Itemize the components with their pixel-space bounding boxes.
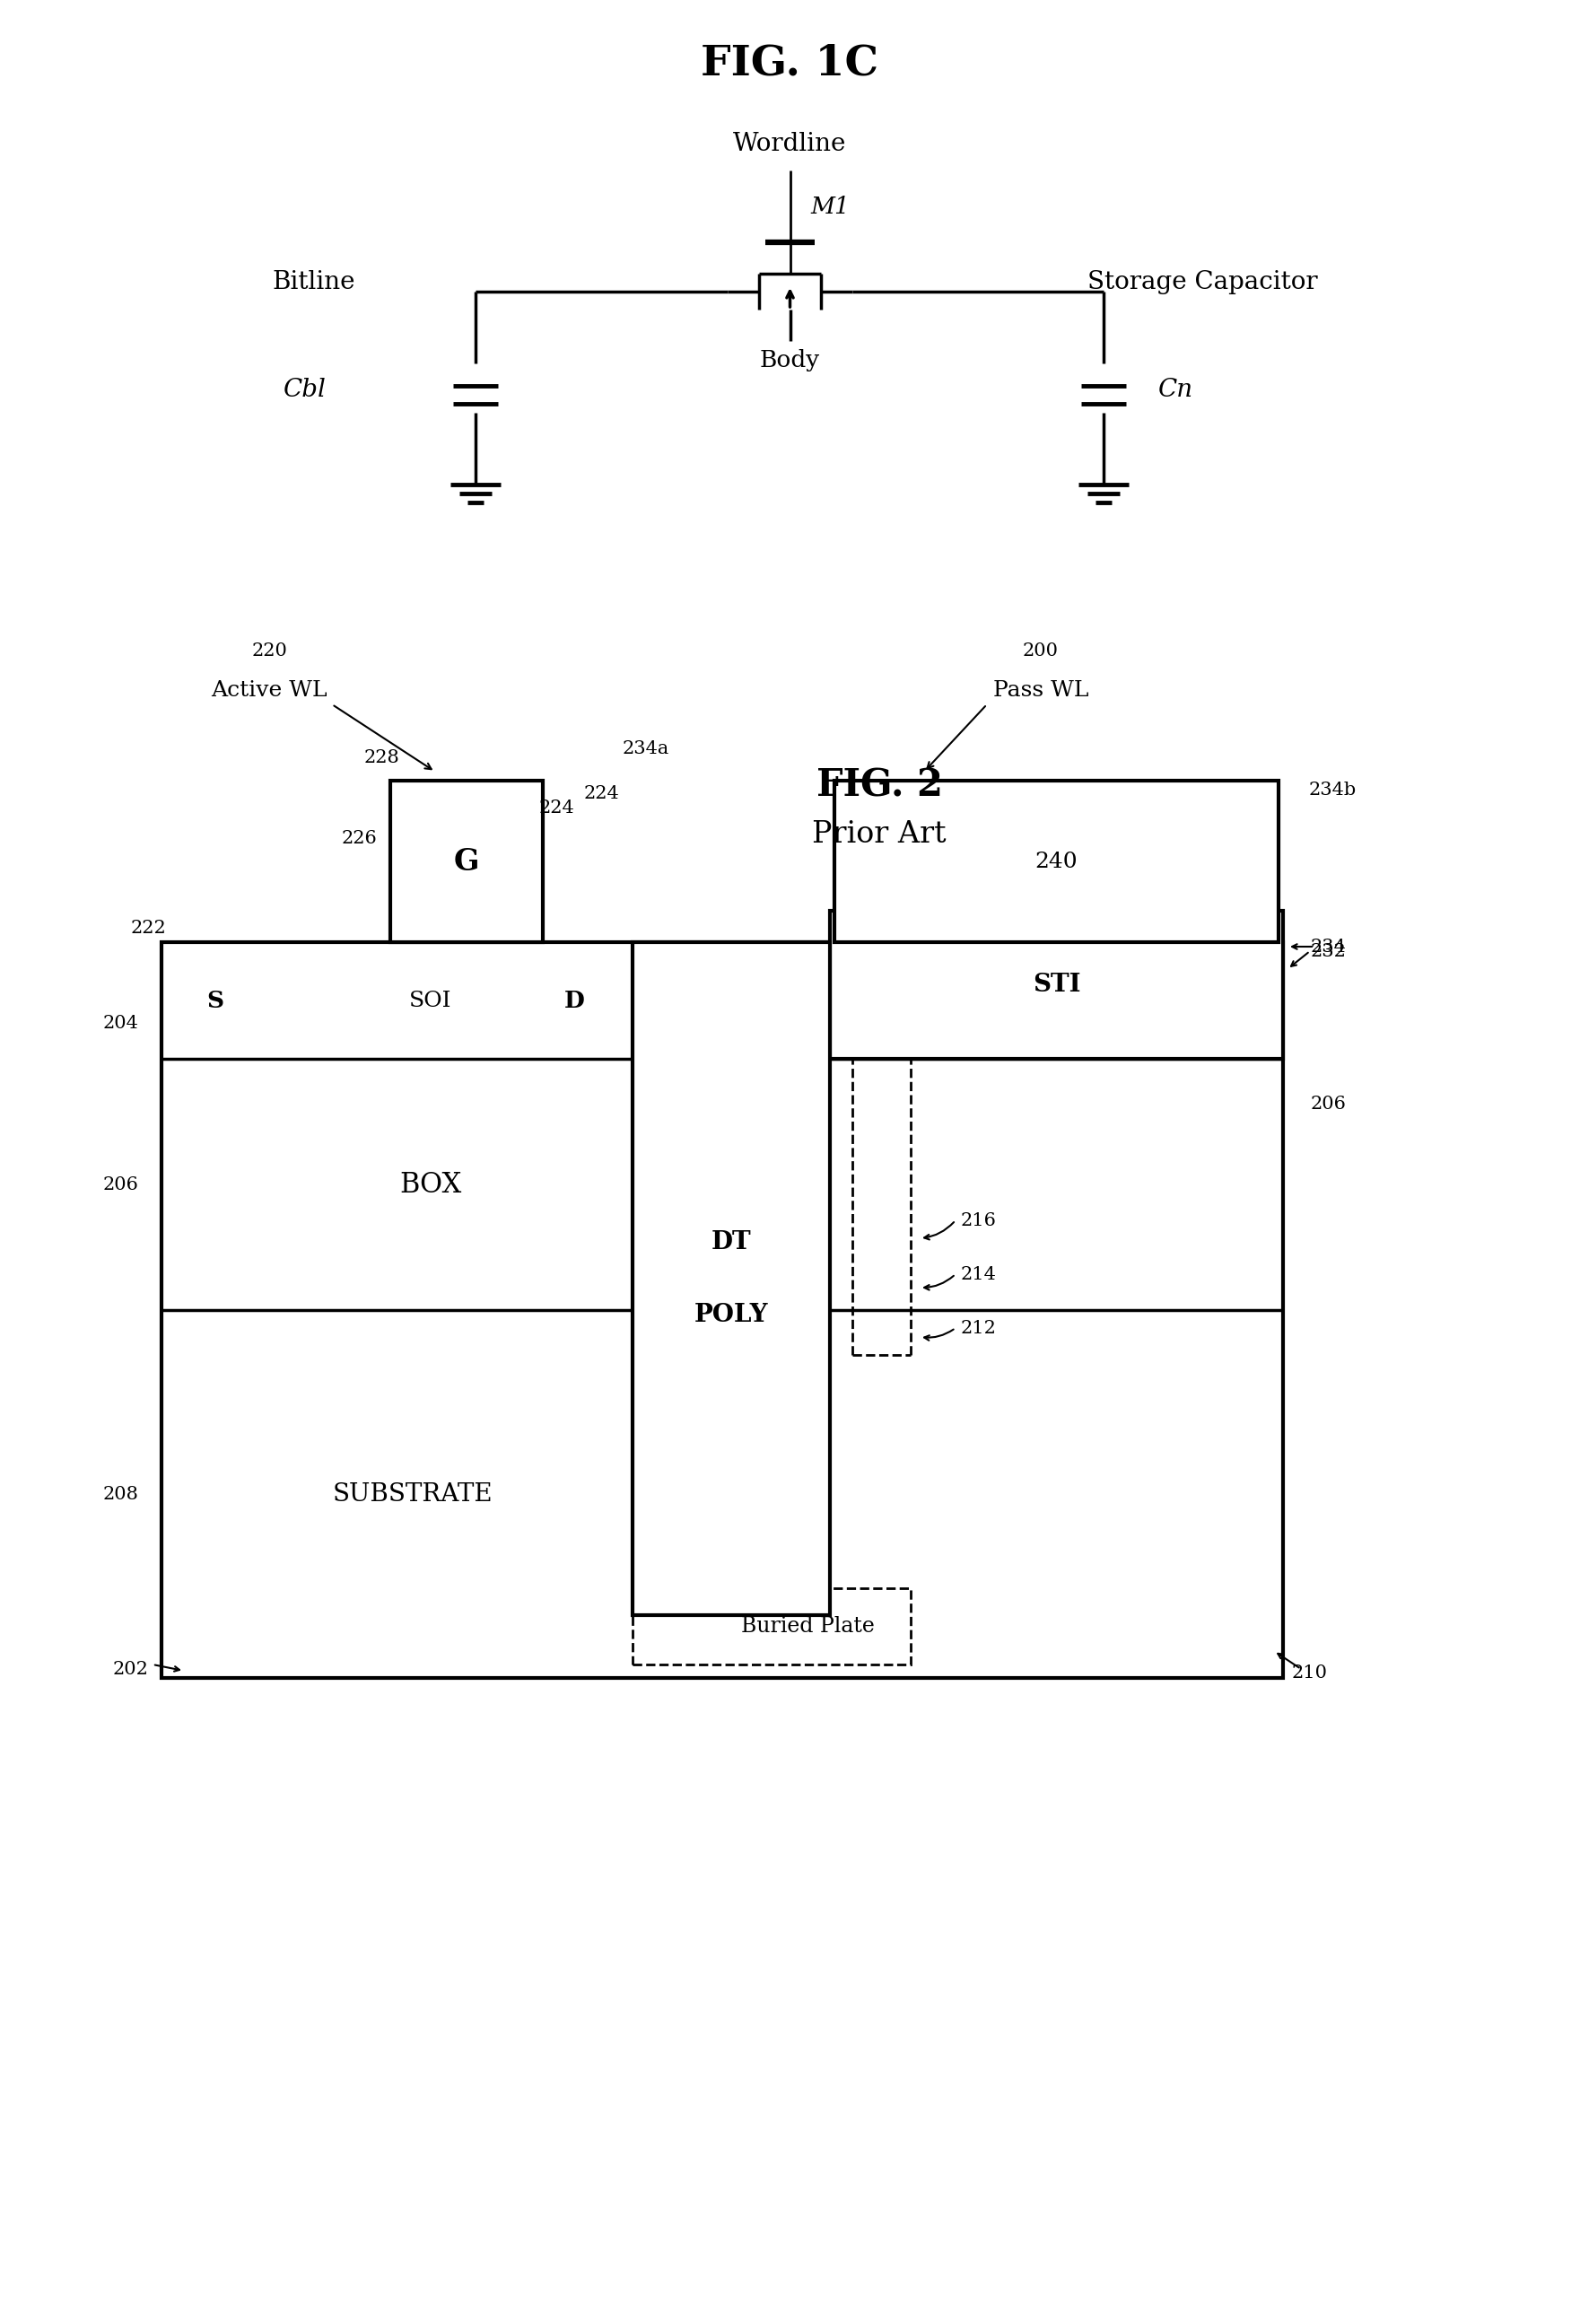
Text: 220: 220 — [251, 641, 288, 660]
Text: Storage Capacitor: Storage Capacitor — [1087, 270, 1318, 295]
Text: G: G — [453, 846, 479, 876]
Text: 222: 222 — [130, 920, 166, 937]
Text: Body: Body — [760, 349, 820, 372]
Text: 234b: 234b — [1308, 781, 1356, 797]
Text: 206: 206 — [1310, 1095, 1346, 1113]
Text: 212: 212 — [961, 1320, 995, 1336]
Bar — [834, 781, 1278, 941]
Text: M1: M1 — [811, 195, 850, 218]
Text: 224: 224 — [539, 799, 574, 816]
Bar — [161, 941, 1283, 1678]
Text: Wordline: Wordline — [733, 132, 847, 156]
Text: S: S — [207, 990, 224, 1011]
Text: 234a: 234a — [623, 741, 670, 758]
Text: SUBSTRATE: SUBSTRATE — [332, 1483, 493, 1506]
Text: 208: 208 — [103, 1485, 139, 1504]
Text: BOX: BOX — [400, 1171, 461, 1199]
Text: 234: 234 — [1310, 939, 1346, 955]
Text: 200: 200 — [1022, 641, 1059, 660]
Text: 216: 216 — [961, 1211, 995, 1229]
Text: Pass WL: Pass WL — [992, 681, 1089, 702]
Text: 228: 228 — [363, 751, 400, 767]
Text: STI: STI — [1032, 974, 1081, 997]
Text: 202: 202 — [112, 1659, 149, 1678]
Text: Cbl: Cbl — [283, 379, 327, 402]
Text: SOI: SOI — [409, 990, 452, 1011]
Text: DT: DT — [711, 1232, 750, 1255]
Text: 224: 224 — [583, 786, 619, 802]
Text: Active WL: Active WL — [212, 681, 327, 702]
Text: 206: 206 — [103, 1176, 139, 1192]
Text: FIG. 2: FIG. 2 — [815, 767, 943, 804]
Text: D: D — [564, 990, 585, 1011]
Text: Prior Art: Prior Art — [812, 820, 946, 848]
Text: 240: 240 — [1035, 851, 1078, 872]
Bar — [632, 1587, 910, 1664]
Text: POLY: POLY — [694, 1301, 768, 1327]
Text: 226: 226 — [341, 830, 376, 848]
Bar — [830, 911, 1283, 1060]
Bar — [632, 941, 830, 1615]
Text: FIG. 1C: FIG. 1C — [702, 42, 878, 84]
Text: Cn: Cn — [1158, 379, 1193, 402]
Text: 210: 210 — [1292, 1664, 1327, 1683]
Text: 204: 204 — [103, 1013, 139, 1032]
Text: Buried Plate: Buried Plate — [741, 1615, 874, 1636]
Text: 214: 214 — [961, 1267, 995, 1283]
Bar — [390, 781, 544, 941]
Text: Bitline: Bitline — [272, 270, 356, 295]
Text: 232: 232 — [1310, 944, 1346, 960]
